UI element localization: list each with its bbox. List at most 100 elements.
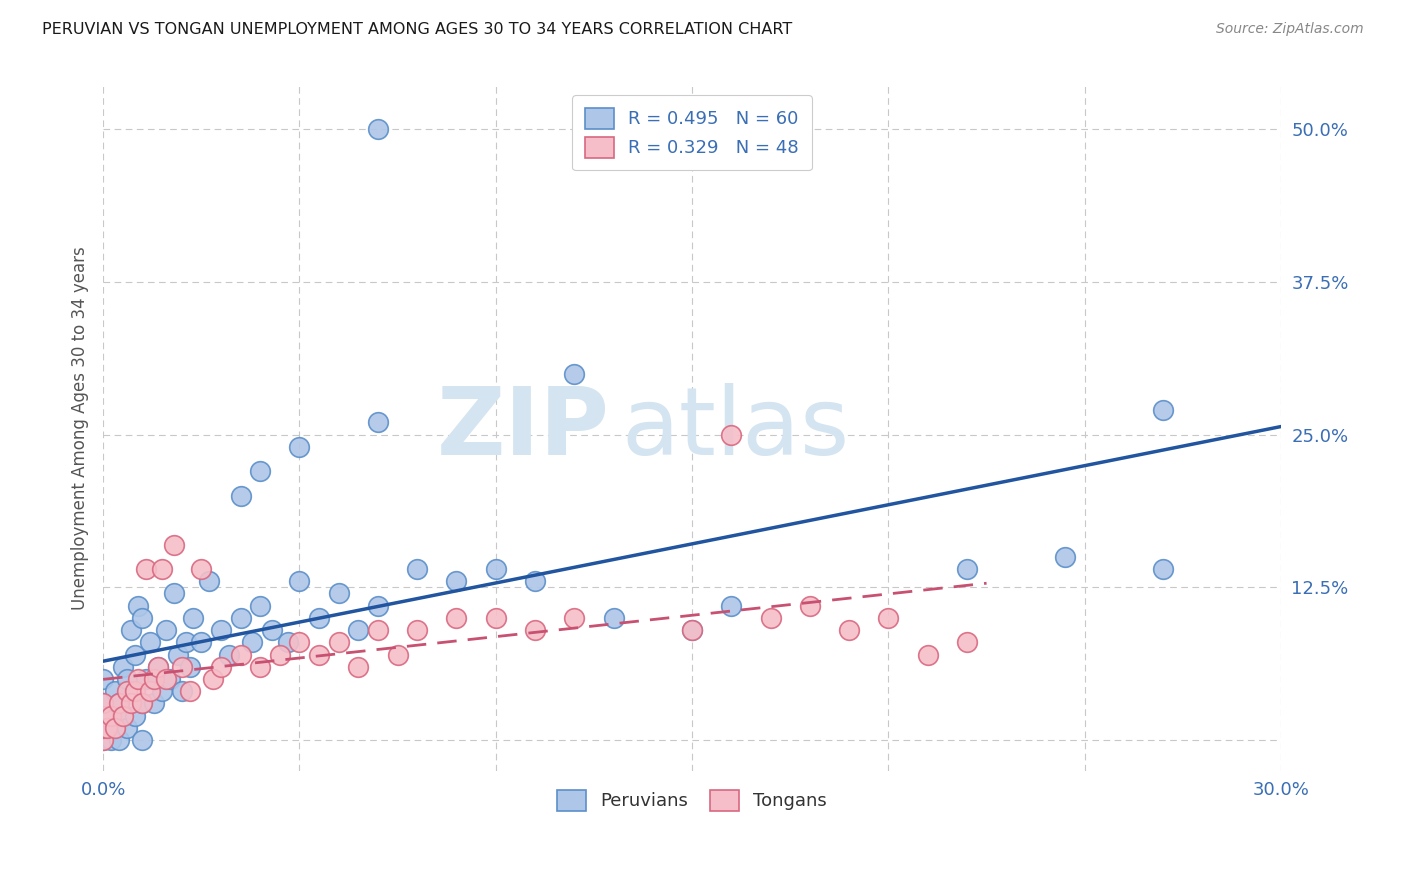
Point: [155, 623, 177, 637]
Point: [131, 611, 153, 625]
Point: [127, 599, 149, 613]
Point: [524, 623, 547, 637]
Text: ZIP: ZIP: [437, 383, 610, 475]
Point: [159, 672, 181, 686]
Point: [367, 122, 389, 136]
Point: [877, 611, 900, 625]
Point: [308, 611, 330, 625]
Point: [209, 660, 232, 674]
Point: [104, 721, 127, 735]
Point: [124, 708, 146, 723]
Legend: Peruvians, Tongans: Peruvians, Tongans: [544, 777, 839, 823]
Point: [681, 623, 703, 637]
Point: [170, 684, 193, 698]
Point: [163, 538, 186, 552]
Point: [367, 623, 389, 637]
Point: [174, 635, 197, 649]
Point: [406, 562, 429, 576]
Point: [602, 611, 624, 625]
Point: [328, 635, 350, 649]
Point: [720, 599, 742, 613]
Point: [115, 684, 138, 698]
Point: [170, 660, 193, 674]
Point: [139, 684, 162, 698]
Point: [562, 367, 585, 381]
Point: [277, 635, 299, 649]
Point: [485, 562, 508, 576]
Point: [91, 708, 114, 723]
Point: [288, 440, 311, 454]
Point: [139, 635, 162, 649]
Point: [524, 574, 547, 589]
Point: [562, 611, 585, 625]
Point: [146, 660, 169, 674]
Point: [1054, 549, 1077, 564]
Point: [347, 660, 370, 674]
Point: [720, 427, 742, 442]
Point: [163, 586, 186, 600]
Point: [288, 635, 311, 649]
Point: [124, 648, 146, 662]
Point: [131, 697, 153, 711]
Point: [202, 672, 225, 686]
Point: [229, 489, 252, 503]
Point: [446, 574, 468, 589]
Point: [190, 562, 212, 576]
Point: [115, 721, 138, 735]
Point: [131, 697, 153, 711]
Point: [127, 672, 149, 686]
Point: [91, 733, 114, 747]
Point: [143, 672, 166, 686]
Point: [838, 623, 860, 637]
Point: [229, 611, 252, 625]
Point: [104, 721, 127, 735]
Point: [218, 648, 240, 662]
Point: [249, 599, 271, 613]
Point: [249, 464, 271, 478]
Point: [100, 708, 122, 723]
Point: [681, 623, 703, 637]
Point: [91, 733, 114, 747]
Text: Source: ZipAtlas.com: Source: ZipAtlas.com: [1216, 22, 1364, 37]
Point: [111, 660, 134, 674]
Point: [100, 708, 122, 723]
Point: [166, 648, 188, 662]
Point: [108, 733, 131, 747]
Point: [288, 574, 311, 589]
Point: [367, 416, 389, 430]
Point: [150, 684, 173, 698]
Point: [956, 635, 979, 649]
Point: [956, 562, 979, 576]
Point: [190, 635, 212, 649]
Point: [96, 721, 118, 735]
Point: [111, 708, 134, 723]
Point: [91, 721, 114, 735]
Point: [111, 708, 134, 723]
Point: [100, 733, 122, 747]
Point: [917, 648, 939, 662]
Point: [120, 623, 142, 637]
Point: [485, 611, 508, 625]
Point: [799, 599, 821, 613]
Point: [328, 586, 350, 600]
Point: [124, 684, 146, 698]
Point: [131, 733, 153, 747]
Point: [367, 599, 389, 613]
Point: [91, 721, 114, 735]
Point: [155, 672, 177, 686]
Y-axis label: Unemployment Among Ages 30 to 34 years: Unemployment Among Ages 30 to 34 years: [72, 247, 89, 610]
Point: [209, 623, 232, 637]
Point: [143, 697, 166, 711]
Point: [91, 697, 114, 711]
Point: [387, 648, 409, 662]
Point: [104, 684, 127, 698]
Point: [249, 660, 271, 674]
Point: [229, 648, 252, 662]
Point: [1152, 403, 1174, 417]
Point: [406, 623, 429, 637]
Point: [260, 623, 283, 637]
Point: [91, 672, 114, 686]
Point: [108, 697, 131, 711]
Point: [108, 697, 131, 711]
Point: [120, 697, 142, 711]
